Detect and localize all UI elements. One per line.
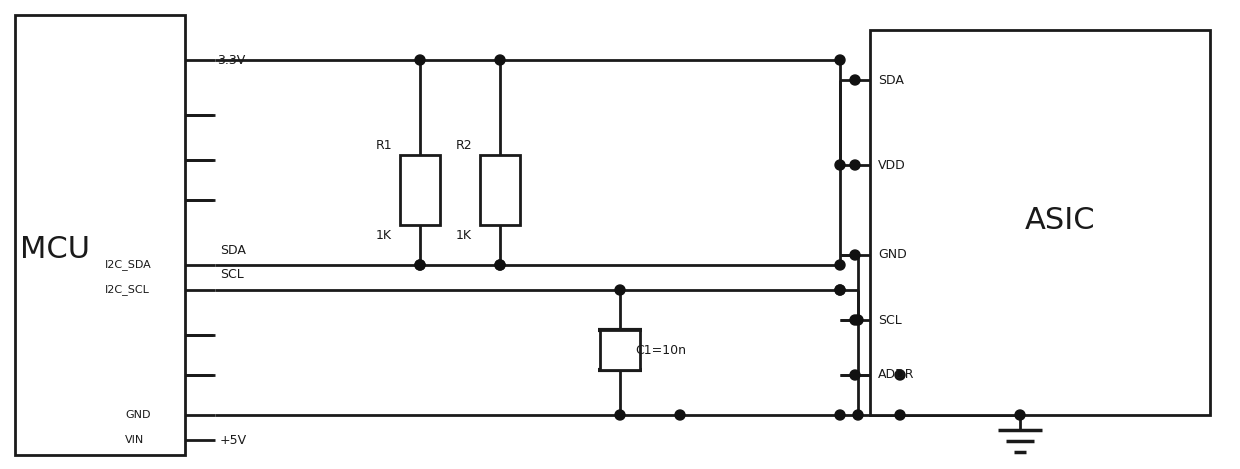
Circle shape [849, 75, 861, 85]
Text: GND: GND [878, 249, 906, 262]
Circle shape [849, 250, 861, 260]
Text: C1=10n: C1=10n [635, 343, 686, 356]
Text: GND: GND [125, 410, 150, 420]
Circle shape [415, 260, 425, 270]
Text: 3.3V: 3.3V [217, 53, 246, 67]
Circle shape [853, 315, 863, 325]
Circle shape [849, 370, 861, 380]
Circle shape [675, 410, 684, 420]
Bar [600, 330, 640, 370]
Text: I2C_SDA: I2C_SDA [105, 259, 151, 271]
Text: SDA: SDA [878, 74, 904, 86]
Text: ASIC: ASIC [1024, 205, 1095, 234]
Text: MCU: MCU [20, 235, 91, 265]
Circle shape [495, 260, 505, 270]
Circle shape [835, 260, 844, 270]
Circle shape [835, 55, 844, 65]
Circle shape [835, 410, 844, 420]
Text: 1K: 1K [376, 228, 392, 242]
Circle shape [895, 370, 905, 380]
Circle shape [895, 410, 905, 420]
Circle shape [415, 55, 425, 65]
Circle shape [415, 260, 425, 270]
Bar [480, 155, 520, 225]
Bar [870, 30, 1210, 415]
Circle shape [835, 160, 844, 170]
Text: 1K: 1K [456, 228, 472, 242]
Circle shape [849, 160, 861, 170]
Text: SDA: SDA [219, 243, 246, 257]
Text: I2C_SCL: I2C_SCL [105, 285, 150, 295]
Text: SCL: SCL [219, 268, 244, 281]
Circle shape [495, 55, 505, 65]
Text: R1: R1 [376, 138, 392, 151]
Circle shape [853, 410, 863, 420]
Text: SCL: SCL [878, 313, 901, 326]
Bar [401, 155, 440, 225]
Text: +5V: +5V [219, 433, 247, 446]
Circle shape [849, 315, 861, 325]
Circle shape [835, 285, 844, 295]
Circle shape [615, 410, 625, 420]
Text: VIN: VIN [125, 435, 144, 445]
Circle shape [495, 260, 505, 270]
Text: R2: R2 [455, 138, 472, 151]
Bar [15, 15, 185, 455]
Circle shape [835, 285, 844, 295]
Text: VDD: VDD [878, 159, 905, 172]
Text: ADDR: ADDR [878, 369, 915, 381]
Circle shape [615, 285, 625, 295]
Circle shape [1016, 410, 1025, 420]
